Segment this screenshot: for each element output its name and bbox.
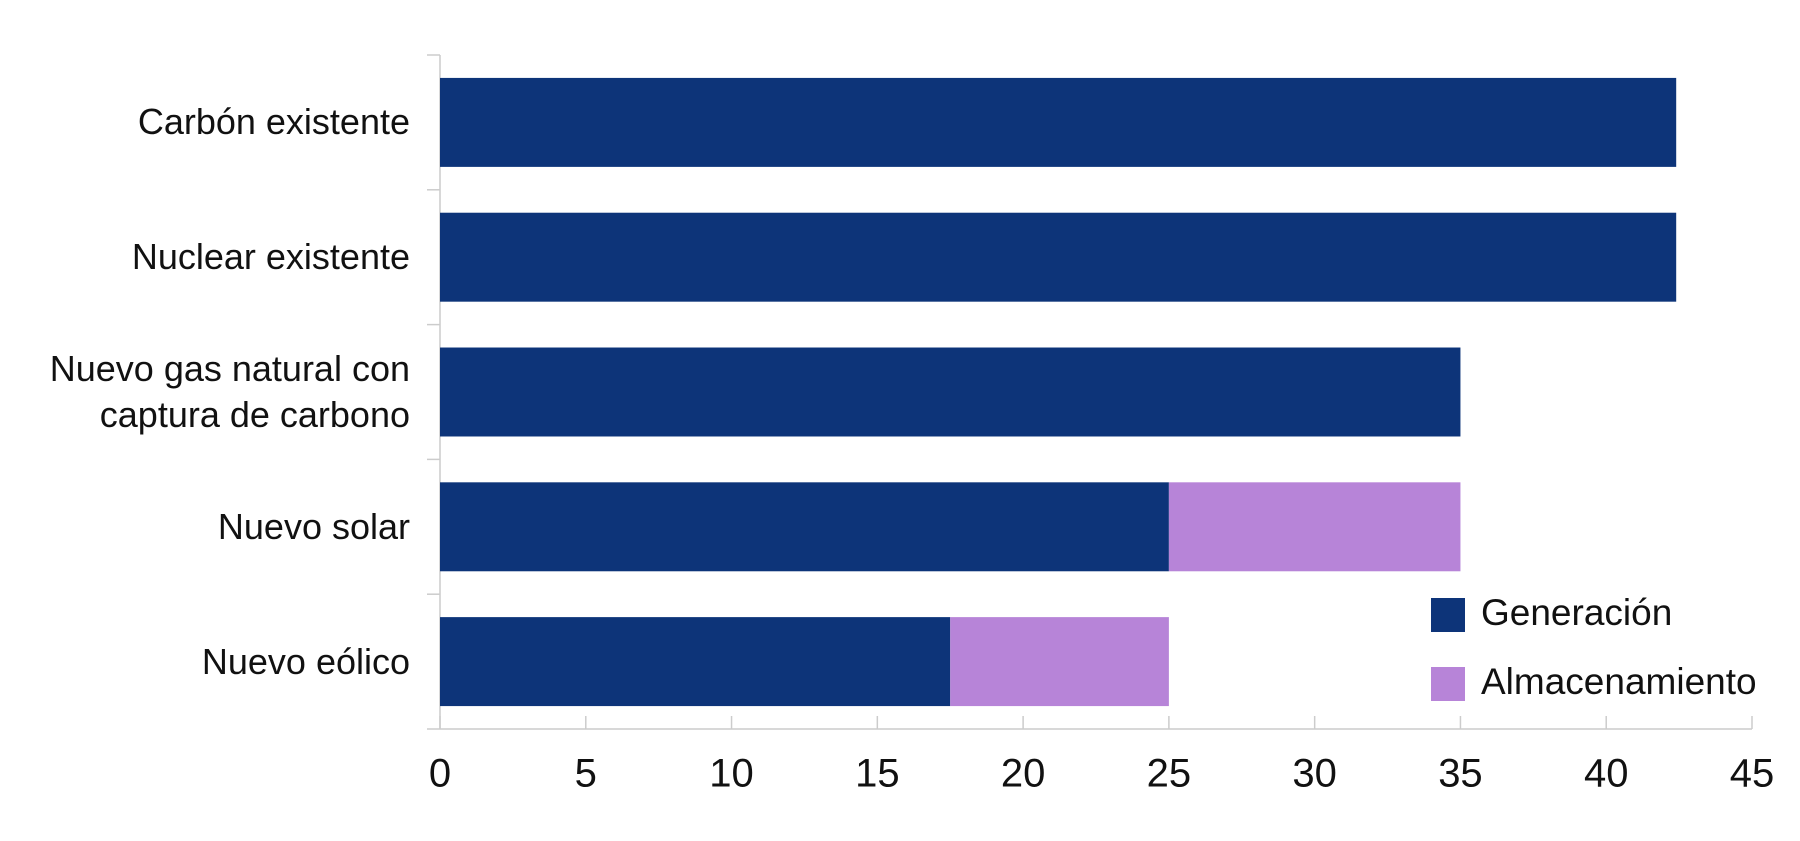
x-tick-label: 10: [709, 752, 754, 796]
x-tick-label: 0: [429, 752, 451, 796]
legend-label: Almacenamiento: [1481, 661, 1757, 702]
y-tick-label: Nuevo solar: [217, 505, 410, 547]
y-tick-label: Nuevo gas natural con captura de carbono: [49, 348, 410, 435]
bar-segment: [440, 482, 1169, 572]
x-tick-label: 25: [1147, 752, 1192, 796]
legend-swatch: [1431, 667, 1465, 701]
x-tick-label: 35: [1438, 752, 1483, 796]
y-tick-label: Nuevo eólico: [201, 640, 410, 682]
bar-segment: [440, 212, 1677, 302]
x-tick-label: 20: [1001, 752, 1046, 796]
legend-label: Generación: [1481, 592, 1672, 633]
bar-segment: [440, 347, 1461, 437]
legend-swatch: [1431, 598, 1465, 632]
bar-segment: [440, 617, 951, 707]
x-tick-label: 45: [1730, 752, 1775, 796]
x-tick-label: 5: [575, 752, 597, 796]
y-tick-label: Carbón existente: [137, 101, 410, 143]
bar-segment: [950, 617, 1169, 707]
x-tick-label: 15: [855, 752, 900, 796]
bar-segment: [1168, 482, 1461, 572]
bar-segment: [440, 77, 1677, 167]
x-tick-label: 30: [1292, 752, 1337, 796]
y-tick-label: Nuclear existente: [131, 236, 410, 278]
x-tick-label: 40: [1584, 752, 1629, 796]
